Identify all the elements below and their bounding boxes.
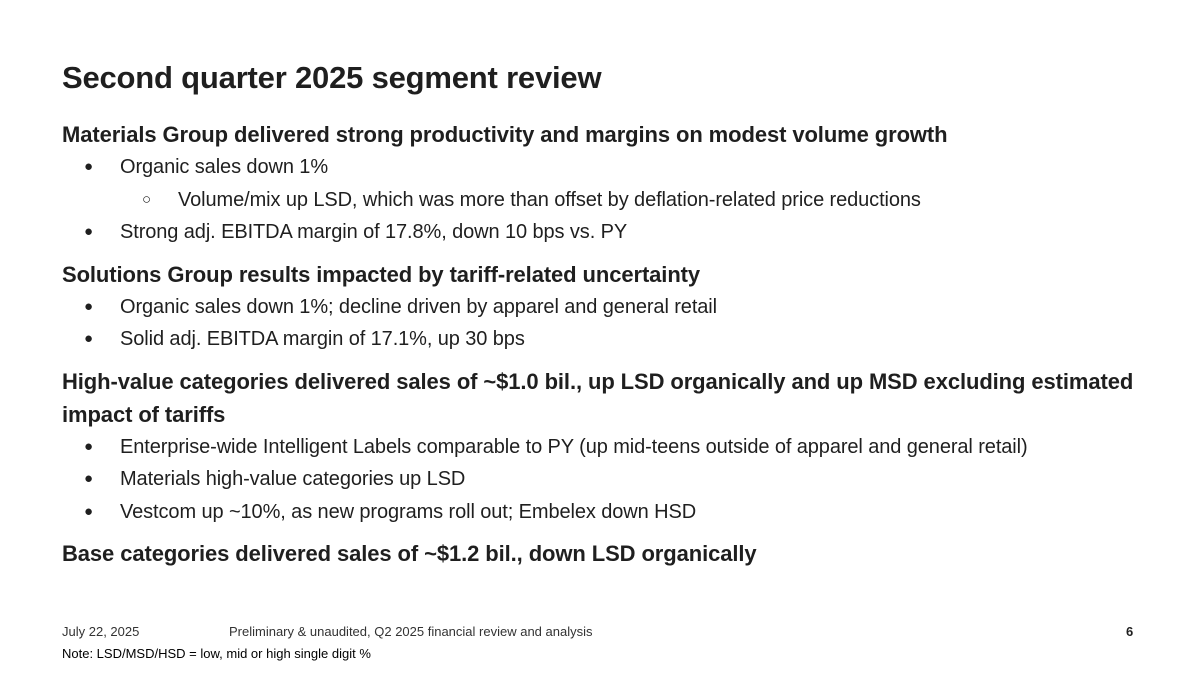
page-number: 6 (1126, 624, 1134, 639)
bullet-item: Materials high-value categories up LSD (62, 463, 1152, 496)
section-heading: High-value categories delivered sales of… (62, 368, 1134, 427)
bullet-item: Enterprise-wide Intelligent Labels compa… (62, 431, 1152, 464)
section-materials-group: Materials Group delivered strong product… (62, 118, 1152, 249)
section-solutions-group: Solutions Group results impacted by tari… (62, 258, 1152, 356)
bullet-item: Strong adj. EBITDA margin of 17.8%, down… (62, 216, 1152, 249)
footer-date: July 22, 2025 (62, 624, 140, 639)
section-heading: Base categories delivered sales of ~$1.2… (62, 541, 757, 566)
sub-bullet-item: Volume/mix up LSD, which was more than o… (62, 184, 1152, 217)
footnote: Note: LSD/MSD/HSD = low, mid or high sin… (62, 646, 371, 661)
bullet-list: Enterprise-wide Intelligent Labels compa… (62, 431, 1152, 529)
slide-title: Second quarter 2025 segment review (62, 60, 602, 95)
section-heading: Solutions Group results impacted by tari… (62, 261, 701, 287)
bullet-list: Organic sales down 1% Volume/mix up LSD,… (62, 151, 1152, 249)
bullet-item: Solid adj. EBITDA margin of 17.1%, up 30… (62, 323, 1152, 356)
footer-text: Preliminary & unaudited, Q2 2025 financi… (229, 624, 593, 639)
section-high-value-categories: High-value categories delivered sales of… (62, 365, 1152, 529)
slide-content: Materials Group delivered strong product… (62, 118, 1152, 570)
bullet-item: Organic sales down 1%; decline driven by… (62, 291, 1152, 324)
section-heading: Materials Group delivered strong product… (62, 122, 948, 147)
section-base-categories: Base categories delivered sales of ~$1.2… (62, 537, 1152, 570)
bullet-item: Vestcom up ~10%, as new programs roll ou… (62, 496, 1152, 529)
bullet-item: Organic sales down 1% (62, 151, 1152, 184)
bullet-list: Organic sales down 1%; decline driven by… (62, 291, 1152, 356)
